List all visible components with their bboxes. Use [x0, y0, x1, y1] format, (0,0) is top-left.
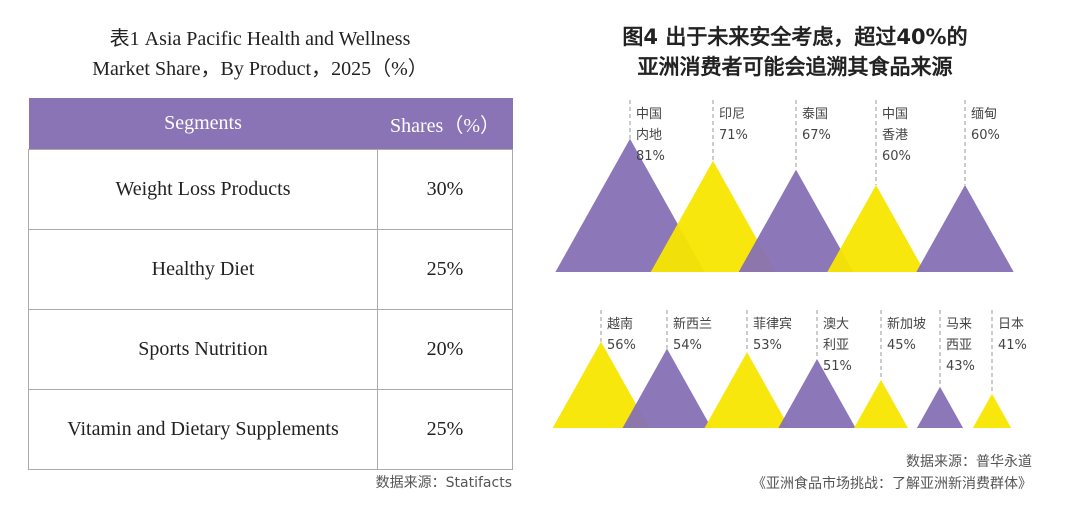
- value-label: 56%: [607, 338, 636, 353]
- segment-cell: Vitamin and Dietary Supplements: [28, 389, 378, 470]
- triangle-mark: [555, 138, 705, 272]
- table-row: Sports Nutrition 20%: [28, 309, 513, 390]
- segment-cell: Sports Nutrition: [28, 309, 378, 390]
- share-cell: 30%: [377, 149, 513, 230]
- triangle-mark: [916, 386, 964, 428]
- country-label: 菲律宾: [753, 316, 792, 332]
- table-header-row: Segments Shares（%）: [28, 98, 513, 150]
- country-label: 中国: [882, 107, 908, 122]
- triangle-mark: [704, 352, 790, 428]
- header-segments: Segments: [28, 98, 378, 150]
- triangle-mark: [552, 341, 650, 428]
- value-label: 54%: [673, 338, 702, 353]
- country-label: 马来: [946, 317, 972, 332]
- table-row: Vitamin and Dietary Supplements 25%: [28, 389, 513, 470]
- share-cell: 25%: [377, 229, 513, 310]
- table-source: 数据来源：Statifacts: [375, 475, 512, 491]
- country-label: 新西兰: [673, 316, 712, 332]
- value-label: 71%: [719, 128, 748, 143]
- triangle-mark: [972, 393, 1012, 428]
- country-label: 缅甸: [971, 107, 997, 122]
- country-label: 香港: [882, 128, 908, 143]
- chart-title: 图4 出于未来安全考虑，超过40%的 亚洲消费者可能会追溯其食品来源: [560, 22, 1030, 82]
- triangle-mark: [738, 169, 854, 272]
- table-title-line1: 表1 Asia Pacific Health and Wellness: [109, 28, 411, 50]
- share-cell: 25%: [377, 389, 513, 470]
- share-cell: 20%: [377, 309, 513, 390]
- triangle-mark: [827, 185, 925, 272]
- value-label: 51%: [823, 359, 852, 374]
- segment-cell: Weight Loss Products: [28, 149, 378, 230]
- country-label: 日本: [998, 317, 1024, 332]
- market-share-table: Segments Shares（%） Weight Loss Products 3…: [28, 98, 513, 470]
- chart-title-line2: 亚洲消费者可能会追溯其食品来源: [637, 55, 953, 79]
- segment-cell: Healthy Diet: [28, 229, 378, 310]
- value-label: 60%: [971, 128, 1000, 143]
- table-row: Healthy Diet 25%: [28, 229, 513, 310]
- triangle-mark: [650, 160, 776, 272]
- country-label: 利亚: [823, 338, 849, 353]
- country-label: 新加坡: [887, 316, 926, 332]
- header-shares: Shares（%）: [377, 98, 513, 150]
- country-label: 西亚: [946, 338, 972, 353]
- value-label: 81%: [636, 149, 665, 164]
- chart-source-line1: 数据来源：普华永道: [906, 454, 1032, 470]
- value-label: 67%: [802, 128, 831, 143]
- triangle-mark: [778, 359, 856, 428]
- value-label: 45%: [887, 338, 916, 353]
- value-label: 53%: [753, 338, 782, 353]
- country-label: 澳大: [823, 316, 849, 332]
- country-label: 泰国: [802, 107, 828, 122]
- triangle-mark: [916, 185, 1014, 272]
- table-row: Weight Loss Products 30%: [28, 149, 513, 230]
- country-label: 中国: [636, 107, 662, 122]
- chart-title-line1: 图4 出于未来安全考虑，超过40%的: [622, 25, 968, 49]
- country-label: 印尼: [719, 107, 745, 122]
- chart-source: 数据来源：普华永道 《亚洲食品市场挑战：了解亚洲新消费群体》: [752, 451, 1032, 495]
- country-label: 越南: [607, 316, 633, 332]
- chart-source-line2: 《亚洲食品市场挑战：了解亚洲新消费群体》: [752, 476, 1032, 492]
- value-label: 43%: [946, 359, 975, 374]
- country-label: 内地: [636, 127, 662, 143]
- table-title-line2: Market Share，By Product，2025（%）: [92, 58, 428, 80]
- table-title: 表1 Asia Pacific Health and Wellness Mark…: [30, 24, 490, 84]
- value-label: 60%: [882, 149, 911, 164]
- triangle-mark: [854, 379, 908, 428]
- triangle-mark: [622, 348, 712, 428]
- value-label: 41%: [998, 338, 1027, 353]
